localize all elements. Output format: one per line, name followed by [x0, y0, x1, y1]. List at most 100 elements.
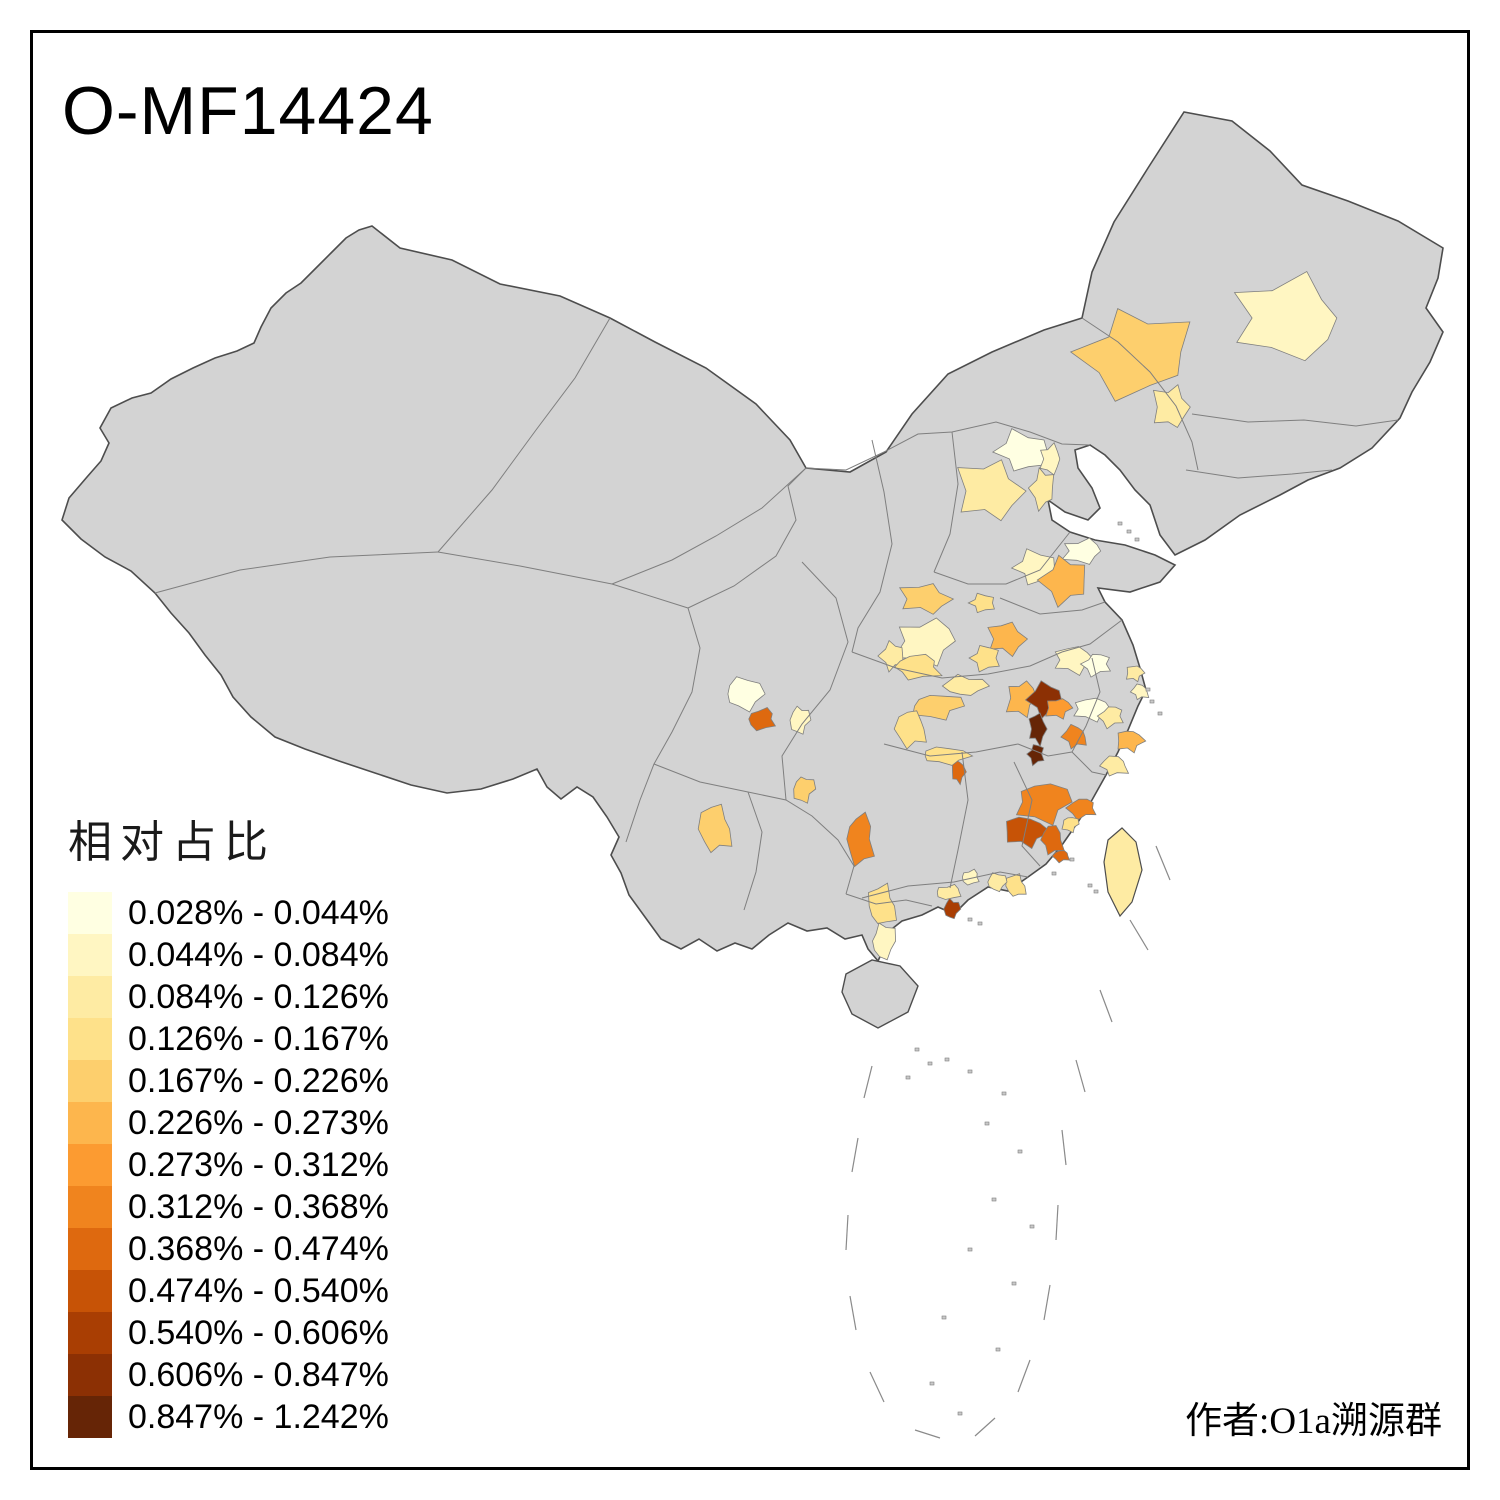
map-region-region-31 [1015, 783, 1073, 826]
legend-label: 0.847% - 1.242% [128, 1397, 389, 1436]
map-region-region-11 [898, 583, 955, 615]
legend-row-8: 0.312% - 0.368% [68, 1186, 389, 1228]
islet-dot [927, 1061, 933, 1066]
map-region-region-54 [936, 883, 962, 900]
map-region-region-43 [793, 776, 817, 804]
legend-label: 0.474% - 0.540% [128, 1271, 389, 1310]
legend-row-12: 0.606% - 0.847% [68, 1354, 389, 1396]
islet-dot [1117, 521, 1123, 526]
taiwan-island [1103, 827, 1143, 918]
legend-row-7: 0.273% - 0.312% [68, 1144, 389, 1186]
legend-color-swatch [68, 934, 112, 976]
map-region-region-55 [941, 673, 991, 696]
islet-dot [957, 1411, 963, 1416]
legend-row-1: 0.028% - 0.044% [68, 892, 389, 934]
islet-dot [967, 1247, 973, 1252]
legend-color-swatch [68, 1354, 112, 1396]
map-region-region-13 [893, 617, 956, 667]
islet-dot [1145, 687, 1151, 692]
map-region-region-05 [1039, 441, 1061, 476]
map-legend: 相对占比 0.028% - 0.044% 0.044% - 0.084% 0.084… [68, 806, 389, 1438]
legend-row-13: 0.847% - 1.242% [68, 1396, 389, 1438]
map-region-region-12 [967, 592, 995, 614]
map-region-region-07 [957, 459, 1027, 522]
map-region-region-16 [968, 645, 1000, 673]
legend-label: 0.606% - 0.847% [128, 1355, 389, 1394]
map-frame [30, 30, 1470, 1470]
map-region-region-09 [1061, 537, 1102, 565]
map-region-region-53 [872, 922, 897, 961]
legend-label: 0.368% - 0.474% [128, 1229, 389, 1268]
map-region-region-42 [846, 811, 875, 868]
map-region-region-26 [1129, 683, 1150, 701]
map-region-region-23 [1054, 646, 1095, 677]
map-region-region-25 [1126, 665, 1146, 683]
map-region-region-50 [961, 868, 980, 886]
legend-color-swatch [68, 1060, 112, 1102]
map-region-region-10 [1036, 554, 1086, 608]
islet-dot [1126, 529, 1132, 534]
map-region-region-48 [1005, 873, 1027, 897]
islet-dot [984, 1121, 990, 1126]
map-region-region-20 [1026, 744, 1045, 767]
map-region-region-06 [1027, 466, 1055, 513]
legend-color-swatch [68, 976, 112, 1018]
legend-row-11: 0.540% - 0.606% [68, 1312, 389, 1354]
legend-color-swatch [68, 1186, 112, 1228]
page-title: O-MF14424 [62, 73, 434, 149]
map-region-region-02 [1069, 308, 1191, 402]
province-borders [154, 317, 1399, 911]
map-region-region-32 [1065, 798, 1097, 821]
legend-color-swatch [68, 1144, 112, 1186]
china-outline [61, 111, 1444, 963]
map-region-region-35 [1061, 817, 1080, 834]
islet-dot [1011, 1281, 1017, 1286]
islet-dot [967, 917, 973, 922]
islet-dot [914, 1047, 920, 1052]
islet-dot [1134, 537, 1140, 542]
map-region-region-46 [748, 707, 777, 732]
islet-dot [1093, 889, 1099, 894]
islet-dot [1149, 699, 1155, 704]
map-region-region-17 [1005, 680, 1038, 719]
legend-color-swatch [68, 892, 112, 934]
hainan-island [841, 959, 919, 1029]
map-region-region-24 [1079, 653, 1112, 678]
legend-color-swatch [68, 1018, 112, 1060]
map-region-region-04 [991, 428, 1048, 472]
islet-dot [1001, 1091, 1007, 1096]
map-region-region-37 [951, 759, 967, 786]
map-region-region-36 [1051, 850, 1071, 864]
map-region-region-01 [1233, 270, 1338, 362]
map-region-region-34 [1040, 825, 1065, 856]
legend-color-swatch [68, 1270, 112, 1312]
legend-row-4: 0.126% - 0.167% [68, 1018, 389, 1060]
legend-label: 0.312% - 0.368% [128, 1187, 389, 1226]
legend-label: 0.028% - 0.044% [128, 893, 389, 932]
map-region-region-49 [987, 872, 1008, 893]
legend-row-6: 0.226% - 0.273% [68, 1102, 389, 1144]
islet-dot [1087, 883, 1093, 888]
map-region-region-33 [1006, 816, 1052, 850]
legend-row-10: 0.474% - 0.540% [68, 1270, 389, 1312]
islet-dot [941, 1315, 947, 1320]
legend-color-swatch [68, 1312, 112, 1354]
islet-dot [991, 1197, 997, 1202]
map-region-region-51 [943, 897, 962, 920]
map-region-region-30 [1098, 755, 1130, 777]
legend-row-5: 0.167% - 0.226% [68, 1060, 389, 1102]
islet-dot [1017, 1149, 1023, 1154]
legend-row-2: 0.044% - 0.084% [68, 934, 389, 976]
legend-color-swatch [68, 1228, 112, 1270]
legend-label: 0.084% - 0.126% [128, 977, 389, 1016]
islet-dot [1069, 857, 1075, 862]
map-region-region-29 [1117, 730, 1147, 754]
islet-dot [905, 1075, 911, 1080]
islet-dot [995, 1347, 1001, 1352]
map-region-region-41 [924, 746, 974, 766]
map-region-region-22 [1060, 723, 1087, 750]
legend-label: 0.126% - 0.167% [128, 1019, 389, 1058]
islet-dot [1157, 711, 1163, 716]
